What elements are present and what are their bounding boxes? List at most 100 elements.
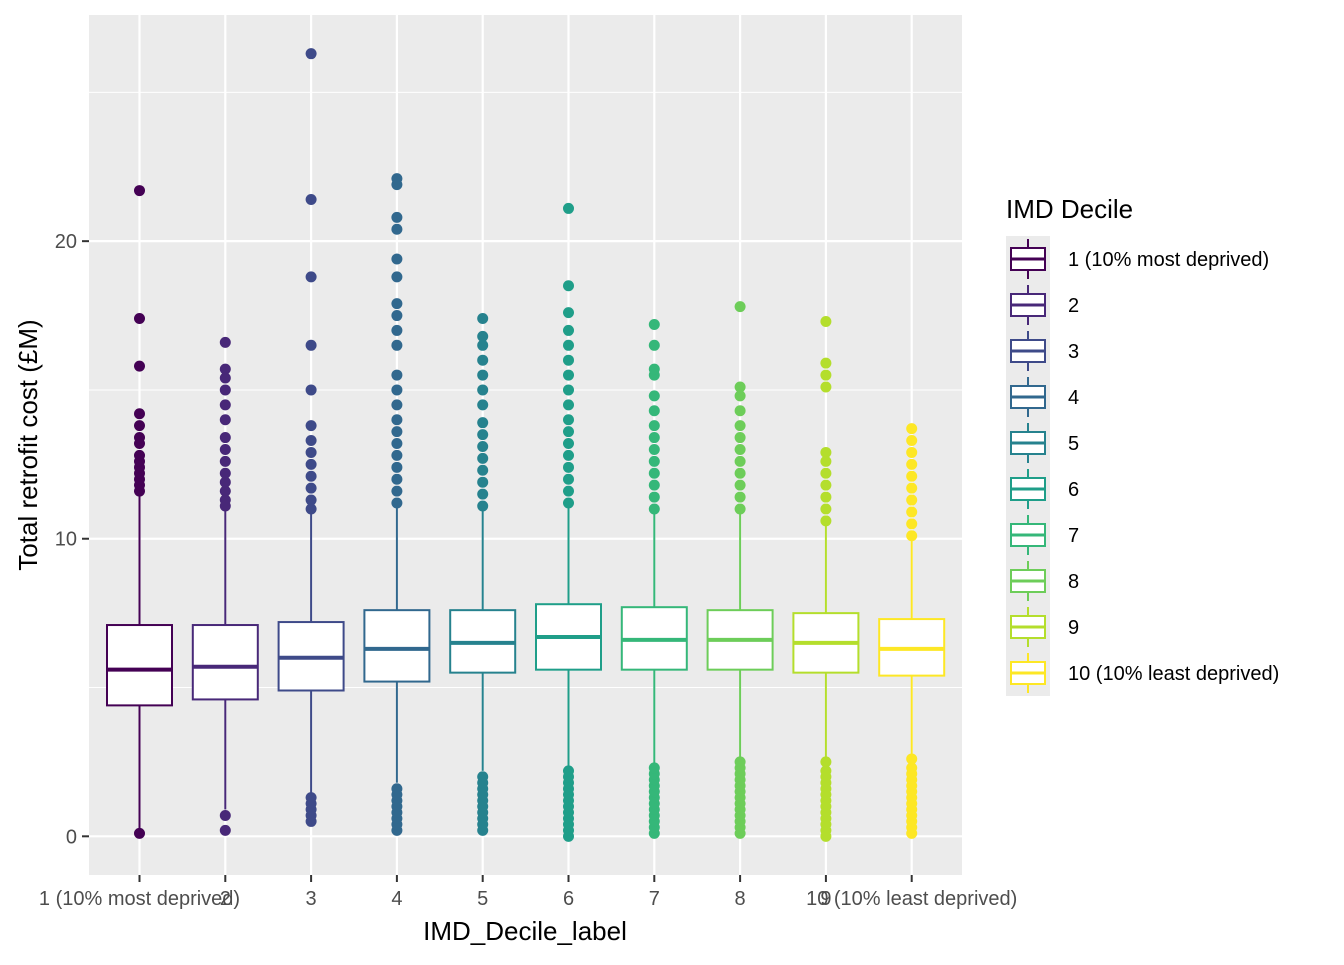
outlier-point [563,280,574,292]
outlier-point [391,253,403,265]
outlier-point [648,405,660,417]
legend-item: 8 [1010,561,1079,601]
plot-panel [89,15,962,875]
x-tick-label: 7 [649,888,660,910]
outlier-point [477,339,489,351]
outlier-point [477,452,489,464]
outlier-point [391,414,403,426]
outlier-point [391,223,403,235]
legend-item-label: 3 [1068,341,1079,363]
legend-item-label: 4 [1068,387,1079,409]
outlier-point [477,354,489,366]
legend-item: 7 [1010,515,1079,555]
outlier-point [906,423,918,435]
legend-item: 3 [1010,331,1079,371]
outlier-point [219,363,231,375]
outlier-point [305,494,317,506]
outlier-point [734,405,746,417]
x-tick-label: 1 (10% most deprived) [39,888,240,910]
outlier-point [820,491,832,503]
outlier-point [391,497,403,509]
outlier-point [648,420,660,432]
outlier-point [305,435,317,447]
outlier-point [906,530,918,542]
outlier-point [477,488,489,500]
outlier-point [134,408,145,420]
legend-item-label: 7 [1068,525,1079,547]
outlier-point [391,783,403,795]
outlier-point [734,390,746,402]
y-tick-label: 0 [66,826,77,848]
outlier-point [820,479,832,491]
y-tick-label: 10 [55,529,77,551]
outlier-point [563,473,574,485]
outlier-point [648,479,660,491]
outlier-point [820,381,832,393]
outlier-point [563,384,574,396]
outlier-point [477,440,489,452]
outlier-point [563,307,574,319]
outlier-point [648,762,660,774]
outlier-point [563,426,574,438]
outlier-point [648,467,660,479]
outlier-point [391,324,403,336]
outlier-point [477,417,489,429]
outlier-point [648,503,660,515]
plot-area: 0 10 20 1 (10% most deprived)2 3 4 5 6 7 8 910 (10… [39,15,1017,910]
outlier-point [906,753,918,765]
outlier-point [305,384,317,396]
outlier-point [391,485,403,497]
outlier-point [391,310,403,322]
outlier-point [820,756,832,768]
outlier-point [219,809,231,821]
legend-item-label: 5 [1068,433,1079,455]
outlier-point [648,363,660,375]
outlier-point [734,420,746,432]
outlier-point [648,455,660,467]
outlier-point [563,449,574,461]
boxplot-group [620,318,688,839]
outlier-point [134,313,145,325]
outlier-point [219,494,231,506]
outlier-point [391,473,403,485]
outlier-point [563,324,574,336]
legend-item: 9 [1010,607,1079,647]
outlier-point [391,339,403,351]
outlier-point [563,414,574,426]
outlier-point [391,399,403,411]
outlier-point [648,390,660,402]
legend-item: 2 [1010,285,1079,325]
legend-item: 1 (10% most deprived) [1010,239,1269,279]
outlier-point [134,449,145,461]
outlier-point [563,399,574,411]
boxplot-group [449,313,517,836]
boxplot-group [535,202,602,842]
outlier-point [734,432,746,444]
outlier-point [134,420,145,432]
outlier-point [820,446,832,458]
outlier-point [563,461,574,473]
y-tick-label: 20 [55,231,77,253]
outlier-point [820,467,832,479]
outlier-point [305,48,317,60]
outlier-point [305,446,317,458]
outlier-point [305,420,317,432]
outlier-point [906,482,918,494]
boxplot-group [106,185,173,839]
outlier-point [477,464,489,476]
legend-item-label: 8 [1068,571,1079,593]
outlier-point [820,515,832,527]
legend-item: 4 [1010,377,1079,417]
outlier-point [477,399,489,411]
outlier-point [477,500,489,512]
legend: IMD Decile 1 (10% most deprived) 2 3 4 5 6 7 8 9… [1006,194,1279,696]
boxplot-group [792,316,860,842]
outlier-point [563,497,574,509]
outlier-point [305,792,317,804]
y-axis-title: Total retrofit cost (£M) [13,319,43,570]
outlier-point [391,369,403,381]
x-tick-label: 6 [563,888,574,910]
box [191,624,259,701]
boxplot-group [878,423,946,839]
